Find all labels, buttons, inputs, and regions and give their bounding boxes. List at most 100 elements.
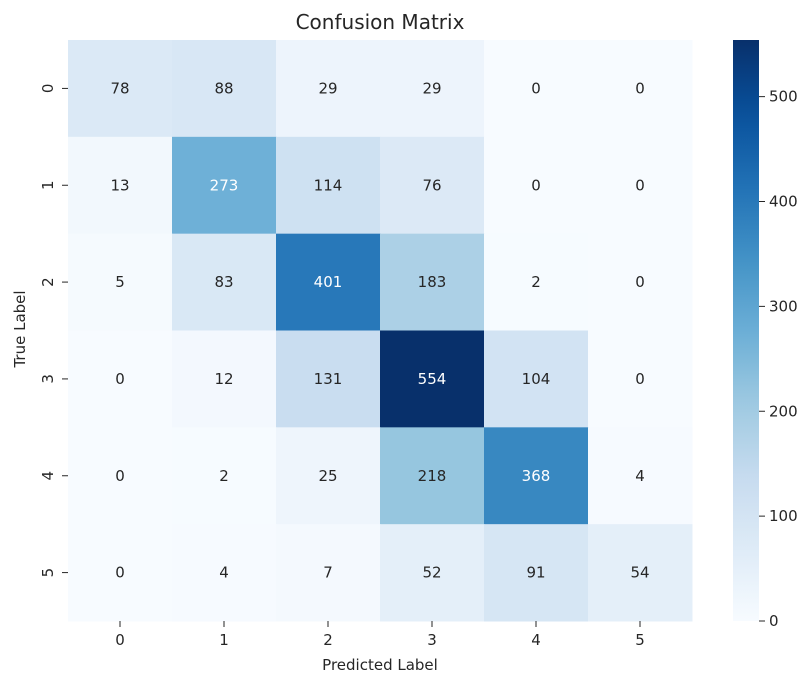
- y-tick-label-1: 1: [39, 180, 57, 190]
- x-axis-label: Predicted Label: [322, 656, 438, 674]
- heatmap-annotations: 78 88 29 29 0 0 13 273 114 76 0 0 5 83 401 183 2 0 0 12 131 5…: [110, 79, 649, 581]
- heatmap-cell-4-4: [484, 427, 589, 525]
- heatmap-cell-0-5: [588, 40, 693, 138]
- cell-value-5-3: 52: [422, 564, 441, 582]
- heatmap-cell-4-3: [380, 427, 485, 525]
- cell-value-0-4: 0: [531, 79, 541, 97]
- cell-value-2-5: 0: [635, 273, 645, 291]
- colorbar-tick-label-5: 500: [769, 88, 798, 106]
- cell-value-5-5: 54: [630, 564, 649, 582]
- colorbar-tick-label-2: 200: [769, 402, 798, 420]
- heatmap-cell-0-2: [276, 40, 381, 138]
- cell-value-3-3: 554: [418, 370, 447, 388]
- cell-value-5-4: 91: [526, 564, 545, 582]
- cell-value-0-2: 29: [318, 79, 337, 97]
- cell-value-3-0: 0: [115, 370, 125, 388]
- heatmap-cell-3-1: [172, 330, 277, 428]
- heatmap-cell-0-0: [68, 40, 173, 138]
- heatmap-cell-2-4: [484, 233, 589, 331]
- y-axis: 0 1 2 3 4 5: [39, 84, 68, 578]
- cell-value-4-4: 368: [522, 467, 551, 485]
- cell-value-4-5: 4: [635, 467, 645, 485]
- cell-value-0-3: 29: [422, 79, 441, 97]
- heatmap-cell-2-5: [588, 233, 693, 331]
- cell-value-0-0: 78: [110, 79, 129, 97]
- y-axis-label: True Label: [11, 290, 29, 368]
- cell-value-1-0: 13: [110, 176, 129, 194]
- heatmap-cell-2-2: [276, 233, 381, 331]
- cell-value-2-3: 183: [418, 273, 447, 291]
- heatmap-cells: [68, 40, 693, 622]
- heatmap-cell-0-4: [484, 40, 589, 138]
- colorbar-tick-label-0: 0: [769, 612, 779, 630]
- y-tick-label-0: 0: [39, 84, 57, 94]
- cell-value-4-3: 218: [418, 467, 447, 485]
- heatmap-cell-1-5: [588, 136, 693, 235]
- heatmap-cell-1-1: [172, 136, 277, 235]
- cell-value-3-2: 131: [314, 370, 343, 388]
- x-tick-label-2: 2: [323, 631, 333, 649]
- heatmap-cell-3-3: [380, 330, 485, 428]
- x-axis: 0 1 2 3 4 5: [115, 621, 645, 649]
- heatmap-cell-2-3: [380, 233, 485, 331]
- cell-value-5-0: 0: [115, 564, 125, 582]
- cell-value-0-1: 88: [214, 79, 233, 97]
- cell-value-1-5: 0: [635, 176, 645, 194]
- heatmap-cell-1-3: [380, 136, 485, 235]
- cell-value-5-2: 7: [323, 564, 333, 582]
- heatmap-cell-4-0: [68, 427, 173, 525]
- heatmap-cell-2-0: [68, 233, 173, 331]
- cell-value-3-1: 12: [214, 370, 233, 388]
- heatmap-cell-3-4: [484, 330, 589, 428]
- heatmap-cell-5-1: [172, 524, 277, 622]
- cell-value-2-1: 83: [214, 273, 233, 291]
- colorbar: [733, 40, 759, 621]
- heatmap-cell-2-1: [172, 233, 277, 331]
- heatmap-cell-5-4: [484, 524, 589, 622]
- heatmap-cell-5-2: [276, 524, 381, 622]
- colorbar-ticks: 0 100 200 300 400 500: [759, 88, 798, 630]
- cell-value-2-2: 401: [314, 273, 343, 291]
- chart-title: Confusion Matrix: [296, 10, 465, 34]
- heatmap-cell-5-3: [380, 524, 485, 622]
- y-tick-label-4: 4: [39, 471, 57, 481]
- cell-value-1-3: 76: [422, 176, 441, 194]
- cell-value-3-5: 0: [635, 370, 645, 388]
- cell-value-4-1: 2: [219, 467, 229, 485]
- heatmap-cell-3-0: [68, 330, 173, 428]
- heatmap-cell-3-5: [588, 330, 693, 428]
- colorbar-tick-label-3: 300: [769, 297, 798, 315]
- cell-value-2-4: 2: [531, 273, 541, 291]
- x-tick-label-3: 3: [427, 631, 437, 649]
- cell-value-1-2: 114: [314, 176, 343, 194]
- heatmap-cell-5-0: [68, 524, 173, 622]
- x-tick-label-0: 0: [115, 631, 125, 649]
- y-tick-label-2: 2: [39, 277, 57, 287]
- cell-value-1-1: 273: [210, 176, 239, 194]
- x-tick-label-5: 5: [635, 631, 645, 649]
- x-tick-label-4: 4: [531, 631, 541, 649]
- cell-value-3-4: 104: [522, 370, 551, 388]
- heatmap-cell-4-5: [588, 427, 693, 525]
- heatmap-cell-5-5: [588, 524, 693, 622]
- colorbar-tick-label-1: 100: [769, 507, 798, 525]
- heatmap-cell-4-1: [172, 427, 277, 525]
- heatmap-cell-4-2: [276, 427, 381, 525]
- heatmap-cell-0-1: [172, 40, 277, 138]
- heatmap-cell-0-3: [380, 40, 485, 138]
- cell-value-2-0: 5: [115, 273, 125, 291]
- y-tick-label-5: 5: [39, 568, 57, 578]
- heatmap-cell-3-2: [276, 330, 381, 428]
- y-tick-label-3: 3: [39, 374, 57, 384]
- cell-value-4-2: 25: [318, 467, 337, 485]
- colorbar-tick-label-4: 400: [769, 193, 798, 211]
- cell-value-1-4: 0: [531, 176, 541, 194]
- cell-value-5-1: 4: [219, 564, 229, 582]
- cell-value-4-0: 0: [115, 467, 125, 485]
- heatmap-cell-1-0: [68, 136, 173, 235]
- x-tick-label-1: 1: [219, 631, 229, 649]
- heatmap-cell-1-2: [276, 136, 381, 235]
- heatmap-cell-1-4: [484, 136, 589, 235]
- cell-value-0-5: 0: [635, 79, 645, 97]
